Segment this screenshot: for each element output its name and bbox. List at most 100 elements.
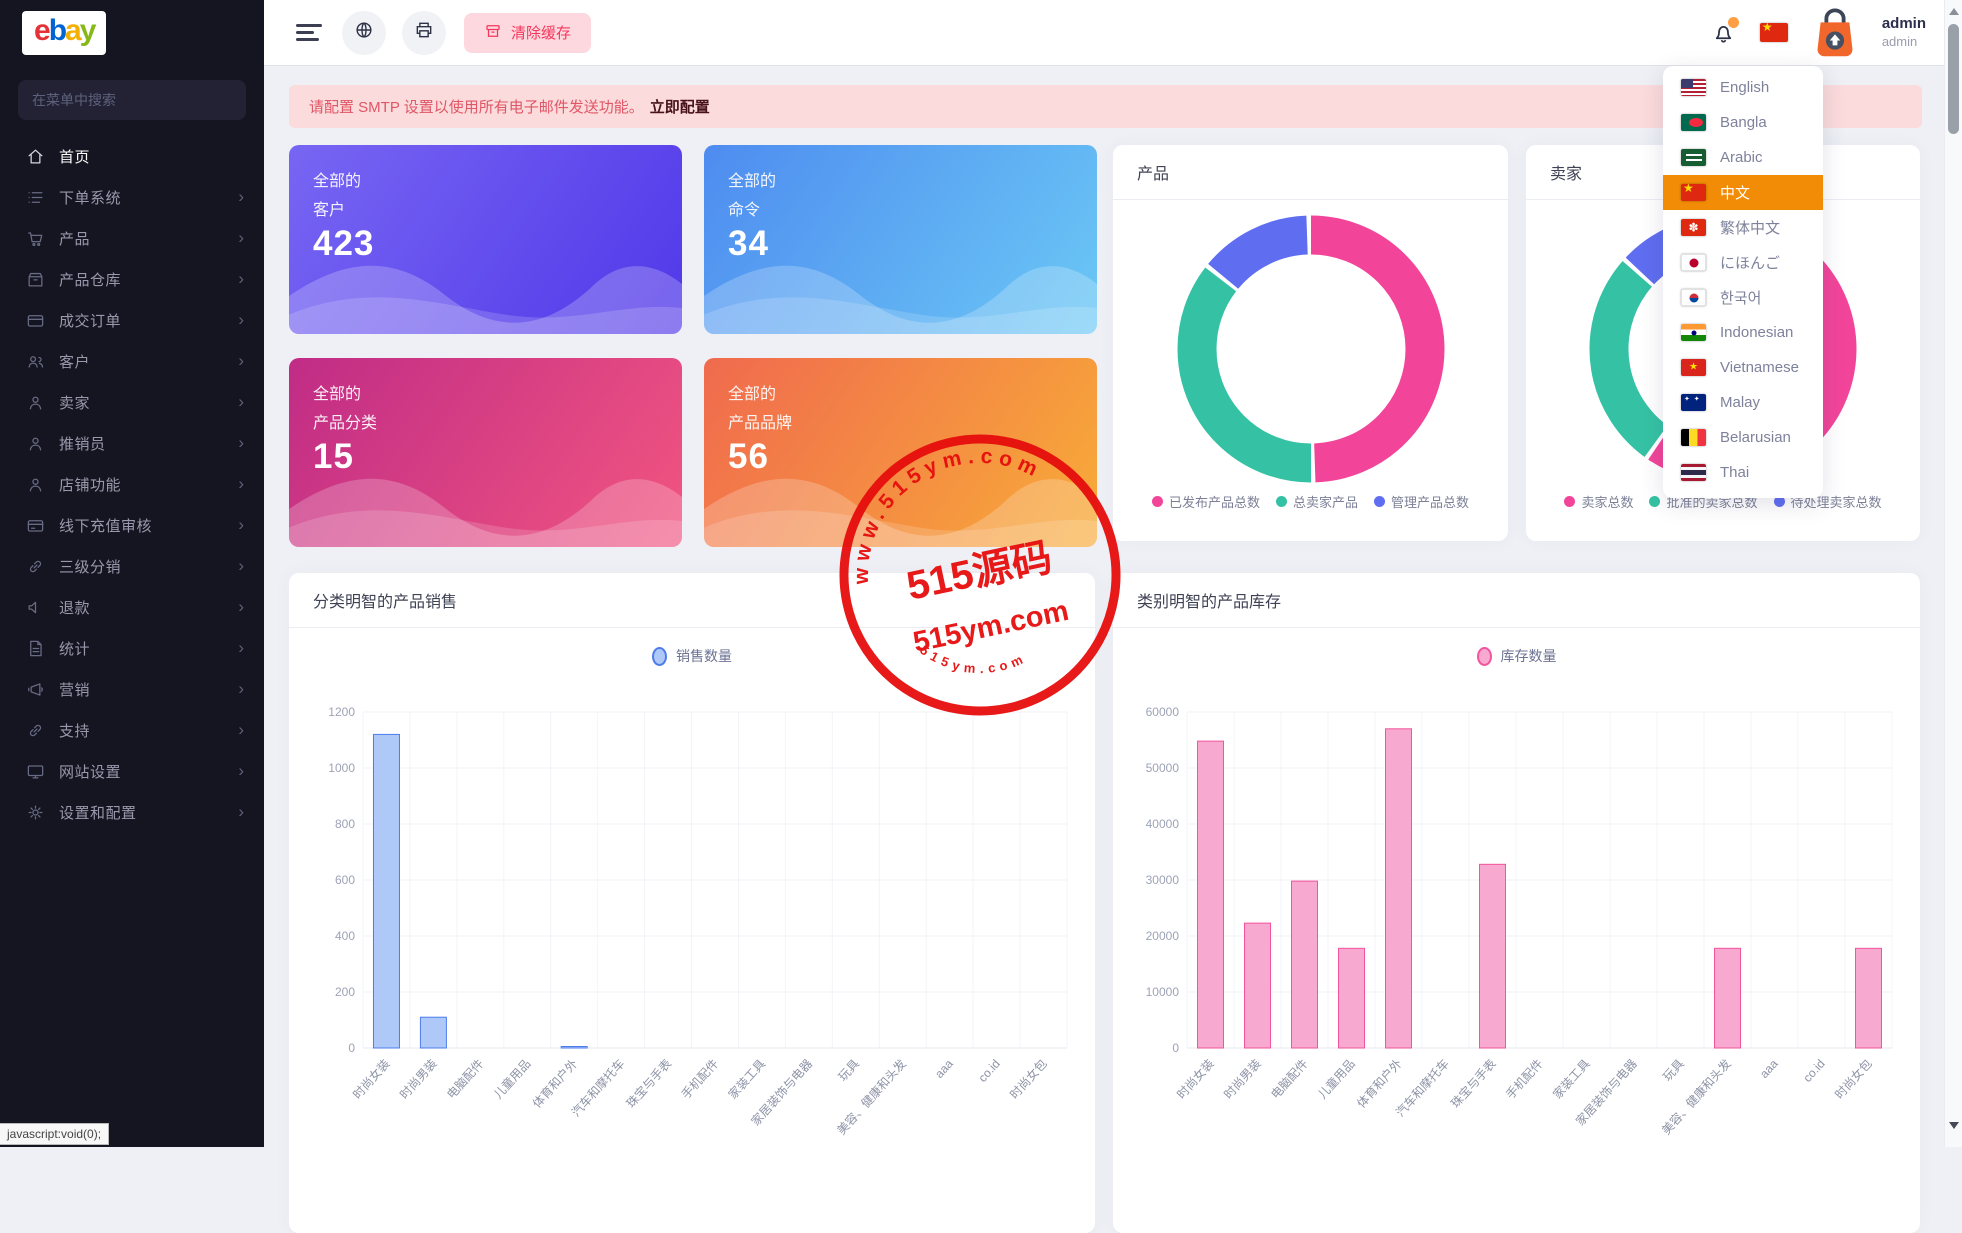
- svg-text:体育和户外: 体育和户外: [1353, 1056, 1404, 1111]
- sales-chart-legend[interactable]: 销售数量: [289, 646, 1095, 666]
- language-item-vn[interactable]: Vietnamese: [1663, 350, 1823, 385]
- card-icon: [26, 311, 46, 331]
- legend-item[interactable]: 批准的卖家总数: [1649, 492, 1758, 511]
- user-name: admin: [1881, 15, 1926, 32]
- sidebar-item-16[interactable]: 网站设置 ›: [0, 751, 264, 792]
- language-item-jp[interactable]: にほんご: [1663, 245, 1823, 280]
- stat-prefix: 全部的: [313, 173, 362, 190]
- svg-text:时尚女包: 时尚女包: [1831, 1056, 1874, 1102]
- box-icon: [26, 270, 46, 290]
- legend-item[interactable]: 卖家总数: [1564, 492, 1633, 511]
- notifications-button[interactable]: [1711, 17, 1739, 45]
- sidebar-item-4[interactable]: 产品仓库 ›: [0, 259, 264, 300]
- svg-text:30000: 30000: [1146, 873, 1180, 887]
- kr-flag-icon: [1681, 289, 1706, 306]
- sidebar-item-label: 卖家: [59, 395, 91, 412]
- legend-marker: [652, 646, 667, 666]
- language-item-hk[interactable]: 繁体中文: [1663, 210, 1823, 245]
- monitor-icon: [26, 762, 46, 782]
- category-stock-card: 类别明智的产品库存 库存数量 0 10000 20000 30000 40000 5000…: [1113, 573, 1920, 1233]
- sidebar-item-5[interactable]: 成交订单 ›: [0, 300, 264, 341]
- page-scrollbar[interactable]: [1944, 0, 1962, 1147]
- language-item-th[interactable]: Thai: [1663, 455, 1823, 490]
- alert-action-link[interactable]: 立即配置: [649, 99, 710, 116]
- language-item-my[interactable]: Malay: [1663, 385, 1823, 420]
- language-item-cn[interactable]: 中文: [1663, 175, 1823, 210]
- alert-message: 请配置 SMTP 设置以使用所有电子邮件发送功能。: [309, 99, 644, 116]
- sidebar-item-6[interactable]: 客户 ›: [0, 341, 264, 382]
- globe-button[interactable]: [342, 10, 386, 55]
- sidebar-item-8[interactable]: 推销员 ›: [0, 423, 264, 464]
- language-item-kr[interactable]: 한국어: [1663, 280, 1823, 315]
- sidebar-item-label: 店铺功能: [59, 477, 122, 494]
- svg-text:手机配件: 手机配件: [679, 1057, 722, 1102]
- sidebar-item-label: 统计: [59, 641, 91, 658]
- legend-dot: [1773, 496, 1785, 507]
- sidebar-item-3[interactable]: 产品 ›: [0, 218, 264, 259]
- sidebar-menu: 首页 下单系统 › 产品 › 产品仓库 › 成交订单 › 客户 › 卖家 › 推销员 › 店铺功能 › 线下充值审…: [0, 136, 264, 833]
- sidebar-item-10[interactable]: 线下充值审核 ›: [0, 505, 264, 546]
- products-donut-chart[interactable]: [1176, 214, 1446, 484]
- language-item-sa[interactable]: Arabic: [1663, 140, 1823, 175]
- user-info[interactable]: admin admin: [1882, 15, 1932, 50]
- sidebar-item-17[interactable]: 设置和配置 ›: [0, 792, 264, 833]
- products-donut-card: 产品 已发布产品总数 总卖家产品 管理产品总数: [1113, 145, 1508, 541]
- stock-chart-legend[interactable]: 库存数量: [1113, 646, 1920, 666]
- sidebar-item-14[interactable]: 营销 ›: [0, 669, 264, 710]
- bd-flag-icon: [1681, 114, 1706, 131]
- sidebar-item-13[interactable]: 统计 ›: [0, 628, 264, 669]
- legend-item[interactable]: 待处理卖家总数: [1773, 492, 1882, 511]
- svg-text:20000: 20000: [1146, 929, 1180, 943]
- svg-text:时尚女包: 时尚女包: [1006, 1056, 1049, 1102]
- chevron-right-icon: ›: [238, 638, 244, 657]
- language-label: 한국어: [1720, 290, 1762, 307]
- scrollbar-thumb[interactable]: [1948, 24, 1959, 134]
- sidebar-item-1[interactable]: 首页: [0, 136, 264, 177]
- sidebar-item-11[interactable]: 三级分销 ›: [0, 546, 264, 587]
- chevron-right-icon: ›: [238, 187, 244, 206]
- stat-card-brands: 全部的 产品品牌 56: [704, 358, 1097, 547]
- user-avatar[interactable]: [1812, 7, 1858, 59]
- sidebar-item-2[interactable]: 下单系统 ›: [0, 177, 264, 218]
- logo[interactable]: ebay: [0, 0, 264, 66]
- language-label: Vietnamese: [1720, 359, 1799, 376]
- logo-letter: a: [65, 14, 82, 47]
- svg-text:时尚女装: 时尚女装: [1173, 1056, 1216, 1102]
- svg-text:时尚男装: 时尚男装: [397, 1057, 440, 1102]
- sidebar-search-input[interactable]: [18, 80, 246, 120]
- stat-label: 命令: [728, 202, 761, 219]
- scroll-up-icon[interactable]: [1949, 8, 1959, 15]
- user-role: admin: [1881, 33, 1918, 49]
- print-button[interactable]: [402, 10, 446, 55]
- clear-cache-button[interactable]: 清除缓存: [464, 12, 592, 53]
- wave-decoration: [704, 478, 1097, 547]
- svg-text:aaa: aaa: [932, 1056, 956, 1080]
- chevron-right-icon: ›: [238, 720, 244, 739]
- sidebar-item-7[interactable]: 卖家 ›: [0, 382, 264, 423]
- legend-marker: [1476, 646, 1492, 666]
- main-content: 请配置 SMTP 设置以使用所有电子邮件发送功能。 立即配置 全部的 客户 42…: [264, 65, 1944, 1233]
- svg-text:1000: 1000: [328, 761, 355, 775]
- in-flag-icon: [1681, 324, 1706, 341]
- hamburger-menu-icon[interactable]: [296, 20, 326, 45]
- language-item-in[interactable]: Indonesian: [1663, 315, 1823, 350]
- legend-item[interactable]: 管理产品总数: [1374, 492, 1469, 511]
- language-label: Arabic: [1720, 149, 1763, 166]
- globe-icon: [354, 20, 374, 45]
- language-item-us[interactable]: English: [1663, 70, 1823, 105]
- language-item-by[interactable]: Belarusian: [1663, 420, 1823, 455]
- scroll-down-icon[interactable]: [1949, 1122, 1959, 1129]
- stock-bar-chart[interactable]: 0 10000 20000 30000 40000 50000 60000 时尚女装 时尚男装电…: [1133, 666, 1900, 1166]
- user-icon: [26, 434, 46, 454]
- svg-text:0: 0: [348, 1041, 355, 1055]
- legend-item[interactable]: 总卖家产品: [1275, 492, 1358, 511]
- legend-item[interactable]: 已发布产品总数: [1151, 492, 1260, 511]
- sales-bar-chart[interactable]: 0 200 400 600 800 1000 1200 时尚女装 时尚男装 电脑配件 儿童用品体育和…: [309, 666, 1075, 1166]
- current-language-flag[interactable]: [1759, 23, 1788, 42]
- language-item-bd[interactable]: Bangla: [1663, 105, 1823, 140]
- sidebar-item-12[interactable]: 退款 ›: [0, 587, 264, 628]
- sidebar-item-9[interactable]: 店铺功能 ›: [0, 464, 264, 505]
- sidebar-item-15[interactable]: 支持 ›: [0, 710, 264, 751]
- stock-chart-title: 类别明智的产品库存: [1113, 573, 1920, 628]
